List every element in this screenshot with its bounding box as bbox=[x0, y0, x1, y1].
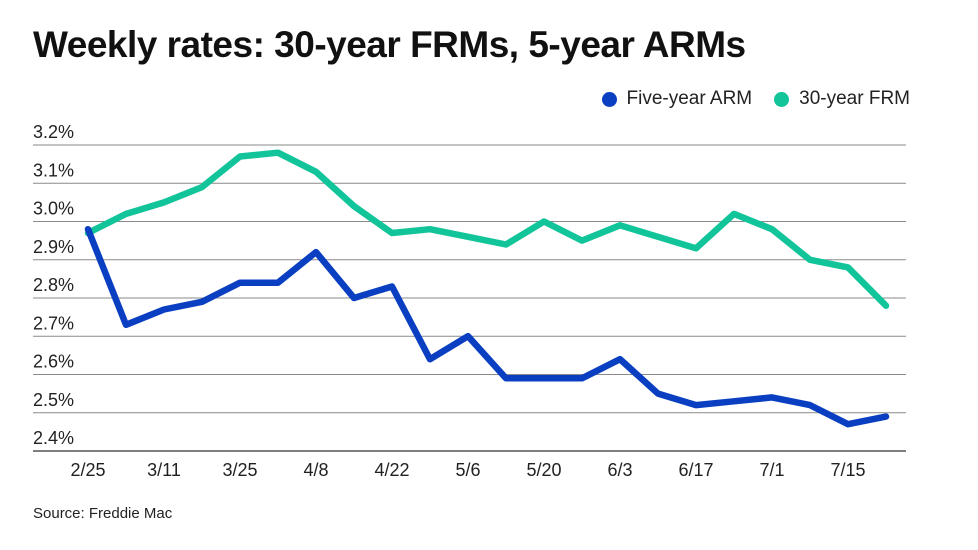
y-tick-label: 3.0% bbox=[33, 199, 74, 219]
y-tick-label: 2.7% bbox=[33, 313, 74, 333]
legend-item-30-year-frm: 30-year FRM bbox=[774, 88, 910, 110]
x-tick-label: 7/1 bbox=[759, 460, 784, 480]
x-tick-label: 6/3 bbox=[607, 460, 632, 480]
legend-label-30-year-frm: 30-year FRM bbox=[799, 88, 910, 109]
y-tick-label: 2.9% bbox=[33, 237, 74, 257]
x-tick-label: 2/25 bbox=[70, 460, 105, 480]
x-tick-label: 5/20 bbox=[526, 460, 561, 480]
x-tick-label: 3/11 bbox=[147, 460, 181, 480]
x-tick-label: 6/17 bbox=[678, 460, 713, 480]
chart-title: Weekly rates: 30-year FRMs, 5-year ARMs bbox=[33, 24, 746, 65]
x-tick-label: 4/22 bbox=[374, 460, 409, 480]
x-tick-label: 5/6 bbox=[455, 460, 480, 480]
chart-source: Source: Freddie Mac bbox=[33, 505, 173, 522]
y-tick-label: 2.6% bbox=[33, 352, 74, 372]
x-tick-label: 7/15 bbox=[830, 460, 865, 480]
series-line-30-year-frm bbox=[84, 149, 890, 309]
chart-legend: Five-year ARM 30-year FRM bbox=[580, 88, 910, 110]
legend-item-five-year-arm: Five-year ARM bbox=[601, 88, 753, 110]
line-chart: 3.2% 3.1% 3.0% 2.9% 2.8% 2.7% 2.6% 2.5% 2.4% 2/25… bbox=[33, 122, 906, 480]
legend-label-five-year-arm: Five-year ARM bbox=[626, 88, 753, 109]
y-tick-label: 3.1% bbox=[33, 160, 74, 180]
y-tick-label: 2.8% bbox=[33, 275, 74, 295]
x-tick-label: 4/8 bbox=[303, 460, 328, 480]
y-tick-label: 2.5% bbox=[33, 390, 74, 410]
y-tick-label: 3.2% bbox=[33, 122, 74, 142]
x-tick-label: 3/25 bbox=[222, 460, 257, 480]
y-tick-label: 2.4% bbox=[33, 428, 74, 448]
series-line-five-year-arm bbox=[84, 225, 890, 428]
legend-swatch-five-year-arm bbox=[601, 91, 617, 107]
legend-swatch-30-year-frm bbox=[774, 91, 790, 107]
